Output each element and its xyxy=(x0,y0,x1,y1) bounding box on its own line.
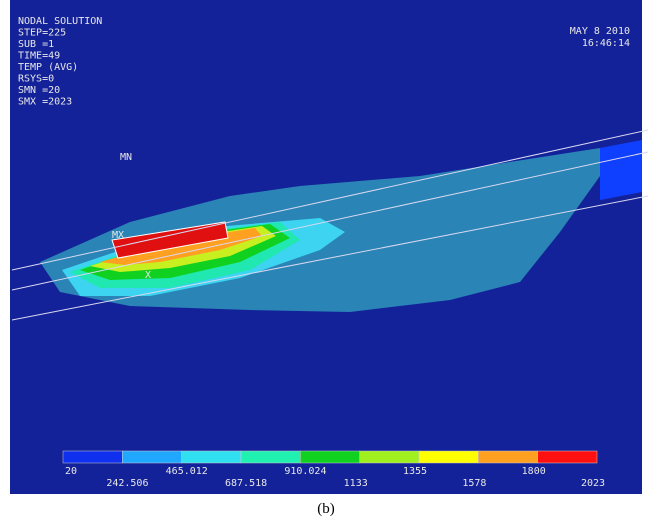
legend-label: 1578 xyxy=(462,478,486,489)
caption: (b) xyxy=(317,501,335,517)
header-line: TEMP (AVG) xyxy=(18,62,78,73)
time: 16:46:14 xyxy=(582,38,630,49)
legend-label: 20 xyxy=(65,466,77,477)
legend-swatch xyxy=(359,450,420,464)
legend-swatch xyxy=(478,450,538,464)
legend-label: 687.518 xyxy=(225,478,267,489)
legend-swatch xyxy=(181,450,242,464)
beam-edge xyxy=(11,151,649,291)
legend-label: 465.012 xyxy=(166,466,208,477)
max-marker: MX xyxy=(112,230,124,241)
legend-label: 910.024 xyxy=(284,466,326,477)
legend-label: 242.506 xyxy=(106,478,148,489)
legend-swatch xyxy=(240,450,301,464)
beam-end xyxy=(600,140,642,200)
hot-block xyxy=(111,221,229,259)
header-line: NODAL SOLUTION xyxy=(18,16,102,27)
beam-edge xyxy=(11,129,649,271)
legend-label: 1355 xyxy=(403,466,427,477)
date: MAY 8 2010 xyxy=(570,26,630,37)
min-marker: MN xyxy=(120,152,132,163)
axis-marker: X xyxy=(145,270,151,281)
legend-swatch xyxy=(418,450,479,464)
header-line: STEP=225 xyxy=(18,28,66,39)
header-line: TIME=49 xyxy=(18,51,60,62)
legend-label: 1133 xyxy=(344,478,368,489)
legend-label: 1800 xyxy=(522,466,546,477)
header-line: RSYS=0 xyxy=(18,74,54,85)
legend-swatch xyxy=(122,450,182,464)
header-line: SUB =1 xyxy=(18,39,54,50)
legend-label: 2023 xyxy=(581,478,605,489)
legend-swatch xyxy=(62,450,123,464)
beam-edge xyxy=(11,195,649,321)
legend-swatch xyxy=(300,450,360,464)
legend: 20 242.506 465.012 687.518 910.024 1133 1355 15… xyxy=(62,450,605,489)
legend-swatch xyxy=(537,450,598,464)
header-line: SMX =2023 xyxy=(18,97,72,108)
header-line: SMN =20 xyxy=(18,85,60,96)
